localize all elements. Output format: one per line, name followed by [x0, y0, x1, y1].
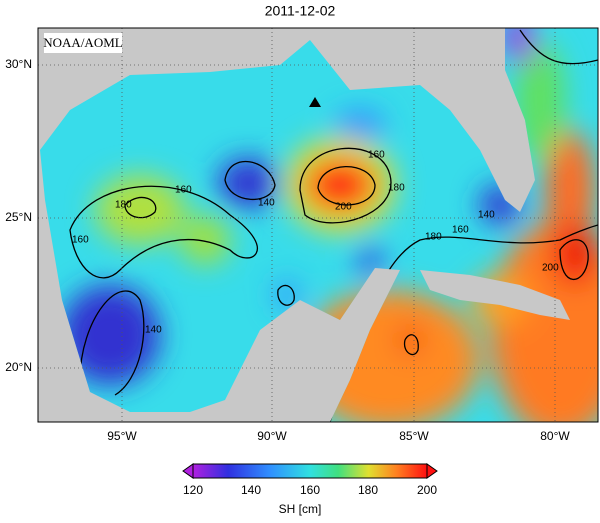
colorbar-tick: 200	[417, 483, 437, 497]
map-area: NOAA/AOML 160 180 200 140 160 180 160 14…	[38, 28, 598, 422]
colorbar-tick: 140	[241, 483, 261, 497]
contour-label: 180	[425, 232, 442, 243]
lon-label: 95°W	[107, 429, 137, 443]
colorbar-high-arrow	[426, 463, 438, 479]
contour-label: 140	[258, 198, 275, 209]
colorbar-tick: 160	[300, 483, 320, 497]
contour-label: 160	[175, 185, 192, 196]
contour-label: 180	[388, 183, 405, 194]
colorbar: 120 140 160 180 200 SH [cm]	[182, 463, 438, 516]
colorbar-bar	[192, 463, 428, 479]
lat-label: 30°N	[5, 57, 32, 71]
contour-label: 180	[115, 200, 132, 211]
map-frame	[37, 27, 599, 423]
contour-label: 200	[335, 202, 352, 213]
title: 2011-12-02	[265, 3, 336, 19]
logo-box	[44, 33, 122, 53]
contour-label: 140	[145, 325, 162, 336]
lat-label: 25°N	[5, 210, 32, 224]
contour-label: 160	[72, 235, 89, 246]
contour-label: 140	[478, 210, 495, 221]
colorbar-low-arrow	[182, 463, 194, 479]
lon-label: 80°W	[540, 429, 570, 443]
contour-label: 200	[542, 263, 559, 274]
lat-label: 20°N	[5, 360, 32, 374]
lat-labels: 30°N 25°N 20°N	[5, 57, 32, 374]
station-marker	[309, 97, 321, 107]
colorbar-label: SH [cm]	[279, 502, 322, 516]
colorbar-tick: 120	[183, 483, 203, 497]
contour-label: 160	[368, 150, 385, 161]
graticule	[38, 28, 598, 422]
logo: NOAA/AOML	[43, 35, 123, 50]
cuba	[420, 270, 570, 320]
contour-labels: 160 180 200 140 160 180 160 140 180 160 …	[72, 150, 559, 336]
lon-labels: 95°W 90°W 85°W 80°W	[107, 429, 570, 443]
lon-label: 85°W	[399, 429, 429, 443]
lon-label: 90°W	[257, 429, 287, 443]
contour-label: 160	[452, 225, 469, 236]
colorbar-tick: 180	[358, 483, 378, 497]
